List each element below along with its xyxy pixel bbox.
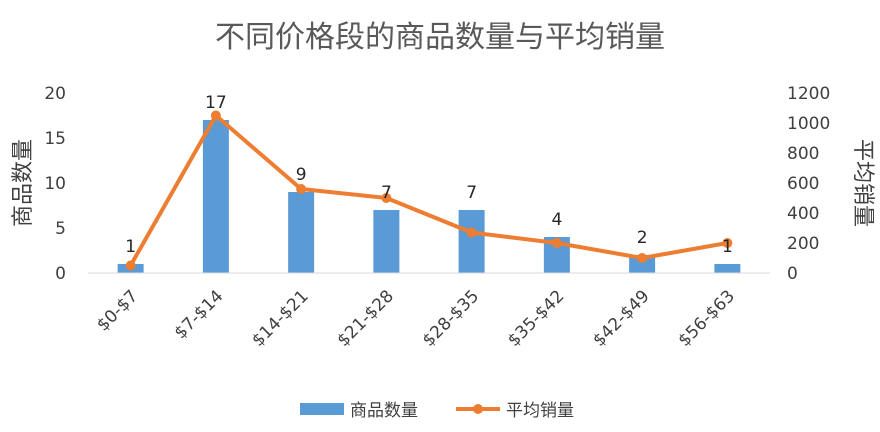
bar — [714, 264, 741, 273]
right-axis-title: 平均销量 — [850, 139, 875, 227]
x-tick-label: $14-$21 — [248, 286, 312, 350]
data-label: 9 — [296, 165, 307, 185]
line-point — [637, 253, 648, 263]
data-label: 1 — [722, 237, 733, 257]
x-tick-label: $7-$14 — [171, 286, 228, 343]
line-point — [722, 238, 733, 248]
right-tick-label: 0 — [787, 264, 798, 284]
right-tick-label: 1000 — [787, 114, 830, 134]
right-tick-label: 200 — [787, 234, 819, 254]
x-axis-ticks: $0-$7 $7-$14 $14-$21 $21-$28 $28-$35 $35-$42 $… — [93, 286, 739, 350]
right-tick-label: 400 — [787, 204, 819, 224]
line-point — [210, 110, 221, 121]
line-point — [125, 260, 136, 271]
right-tick-label: 1200 — [787, 84, 830, 104]
legend-swatch-marker — [473, 404, 483, 414]
line-point — [296, 184, 307, 194]
x-tick-label: $56-$63 — [675, 286, 739, 350]
data-label: 17 — [205, 93, 227, 113]
right-tick-label: 600 — [787, 174, 819, 194]
left-axis-title: 商品数量 — [11, 139, 36, 227]
x-tick-label: $21-$28 — [334, 286, 398, 350]
legend-swatch-bar — [300, 403, 344, 415]
data-label: 2 — [637, 228, 648, 248]
bar — [202, 120, 229, 273]
legend: 商品数量 平均销量 — [300, 401, 574, 421]
data-label: 7 — [466, 183, 477, 203]
x-tick-label: $0-$7 — [93, 286, 142, 335]
x-tick-label: $42-$49 — [589, 286, 653, 350]
left-tick-label: 10 — [44, 174, 66, 194]
left-tick-label: 20 — [44, 84, 66, 104]
data-label: 1 — [125, 237, 136, 257]
line-point — [381, 193, 392, 203]
line-series — [125, 110, 733, 271]
left-tick-label: 0 — [55, 264, 66, 284]
chart-title: 不同价格段的商品数量与平均销量 — [215, 20, 665, 55]
bar-series — [117, 120, 741, 273]
legend-label-line: 平均销量 — [506, 401, 574, 421]
bar — [288, 192, 315, 273]
line-point — [551, 238, 562, 248]
bar — [629, 255, 656, 273]
legend-label-bar: 商品数量 — [350, 401, 418, 421]
bar — [458, 210, 485, 273]
left-axis-ticks: 0 5 10 15 20 — [44, 84, 66, 284]
left-tick-label: 15 — [44, 129, 66, 149]
data-label: 4 — [551, 210, 562, 230]
bar — [373, 210, 400, 273]
right-tick-label: 800 — [787, 144, 819, 164]
x-tick-label: $35-$42 — [504, 286, 568, 350]
left-tick-label: 5 — [55, 219, 66, 239]
line-point — [466, 227, 477, 238]
bar-data-labels: 1 17 9 7 7 4 2 1 — [125, 93, 733, 257]
right-axis-ticks: 0 200 400 600 800 1000 1200 — [787, 84, 830, 284]
data-label: 7 — [381, 183, 392, 203]
x-tick-label: $28-$35 — [419, 286, 483, 350]
series-line — [128, 113, 728, 267]
